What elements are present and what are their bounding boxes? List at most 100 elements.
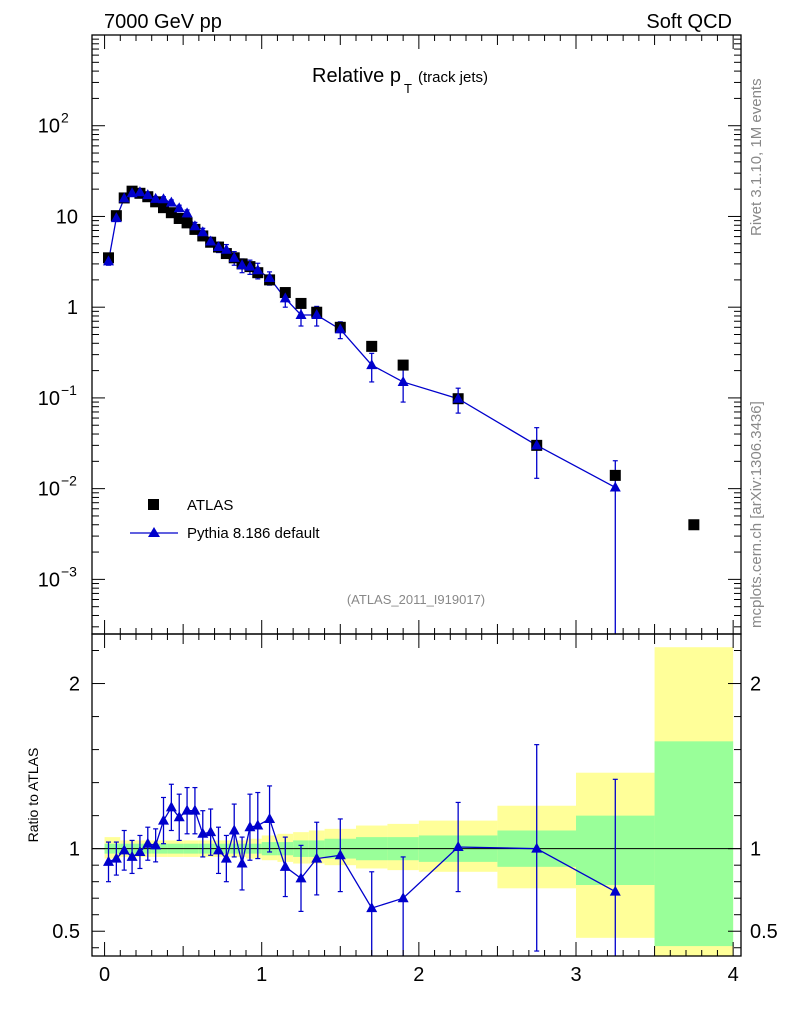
ratio-x-tick-label: 2 <box>413 964 424 986</box>
ratio-point <box>264 812 276 823</box>
ratio-point <box>158 814 169 825</box>
ratio-y-tick-label-right: 0.5 <box>750 921 778 943</box>
main-y-tick-label: 10 <box>56 206 78 228</box>
pythia-point <box>110 212 122 223</box>
ratio-point <box>334 849 346 860</box>
legend: ATLAS Pythia 8.186 default <box>130 497 320 542</box>
ratio-point <box>134 845 146 856</box>
ratio-band-green <box>654 741 734 947</box>
ratio-point <box>252 819 264 830</box>
pythia-point <box>366 359 378 370</box>
pythia-point <box>220 243 232 254</box>
main-y-tick-label: 10 <box>38 388 60 410</box>
atlas-point <box>181 217 193 229</box>
main-y-tick-label-exp: 2 <box>61 110 69 126</box>
ratio-point <box>181 804 193 815</box>
plot-title: Relative p T (track jets) <box>312 65 488 96</box>
main-y-tick-label: 10 <box>38 116 60 138</box>
ratio-point <box>150 839 162 850</box>
ratio-y-tick-label-left: 2 <box>69 674 80 696</box>
pythia-point <box>334 323 346 334</box>
pythia-point <box>531 439 543 450</box>
ratio-point <box>189 804 201 815</box>
pythia-point <box>150 192 162 203</box>
atlas-point <box>158 202 169 214</box>
ratio-y-tick-label-left: 1 <box>69 839 80 861</box>
atlas-point <box>366 340 378 352</box>
ratio-point <box>366 902 378 913</box>
ratio-point <box>295 872 307 883</box>
atlas-point <box>295 297 307 309</box>
main-y-tick-label-exp: −2 <box>61 473 77 489</box>
legend-label-atlas: ATLAS <box>187 497 233 514</box>
ratio-x-tick-label: 3 <box>570 964 581 986</box>
ratio-point <box>126 850 138 861</box>
main-y-tick-label: 10 <box>38 569 60 591</box>
pythia-point <box>189 220 201 231</box>
pythia-point <box>134 186 146 197</box>
main-y-tick-label: 1 <box>67 297 78 319</box>
pythia-point <box>142 189 154 200</box>
main-y-tick-label-exp: −3 <box>61 563 77 579</box>
ratio-point <box>244 821 256 832</box>
ratio-point <box>173 811 185 822</box>
pythia-point <box>397 375 409 386</box>
title-main: Relative p <box>312 65 401 87</box>
pythia-point <box>158 193 169 204</box>
analysis-label: (ATLAS_2011_I919017) <box>347 592 485 607</box>
ratio-point <box>165 801 177 812</box>
pythia-point <box>295 309 307 320</box>
ratio-point <box>531 842 543 853</box>
ratio-point <box>236 857 248 868</box>
ratio-point <box>220 852 232 863</box>
ratio-point <box>609 885 621 896</box>
pythia-point <box>126 187 138 198</box>
pythia-point <box>213 241 224 252</box>
pythia-point <box>264 271 276 282</box>
ratio-point <box>279 860 291 871</box>
legend-marker-atlas <box>148 499 159 510</box>
pythia-point <box>311 309 323 320</box>
pythia-point <box>452 392 464 403</box>
header-right: Soft QCD <box>646 11 732 33</box>
pythia-point <box>103 255 114 266</box>
pythia-point <box>244 260 256 271</box>
ratio-point <box>205 826 217 837</box>
pythia-point <box>252 264 264 275</box>
rivet-label: Rivet 3.1.10, 1M events <box>748 78 765 236</box>
ratio-point <box>452 841 464 852</box>
mcplots-label: mcplots.cern.ch [arXiv:1306.3436] <box>748 401 765 628</box>
ratio-y-tick-label-left: 0.5 <box>52 921 80 943</box>
ratio-point <box>311 852 323 863</box>
pythia-point <box>279 292 291 303</box>
ratio-y-tick-label-right: 2 <box>750 674 761 696</box>
ratio-frame <box>91 633 742 957</box>
pythia-point <box>118 192 130 203</box>
header-left: 7000 GeV pp <box>104 11 222 33</box>
main-y-tick-label: 10 <box>38 479 60 501</box>
legend-label-pythia: Pythia 8.186 default <box>187 525 320 542</box>
title-extra: (track jets) <box>418 69 488 86</box>
ratio-x-tick-label: 1 <box>256 964 267 986</box>
pythia-point <box>165 196 177 207</box>
atlas-point <box>165 207 177 219</box>
atlas-point <box>397 359 409 371</box>
ratio-y-tick-label-right: 1 <box>750 839 761 861</box>
ratio-ylabel: Ratio to ATLAS <box>25 748 41 843</box>
pythia-point <box>236 259 248 270</box>
pythia-point <box>181 207 193 218</box>
ratio-point <box>118 844 130 855</box>
ratio-x-tick-label: 0 <box>99 964 110 986</box>
pythia-point <box>609 481 621 492</box>
legend-marker-pythia <box>148 527 160 537</box>
ratio-point <box>110 852 122 863</box>
atlas-point <box>173 212 185 224</box>
ratio-point <box>197 827 209 838</box>
ratio-x-tick-label: 4 <box>728 964 739 986</box>
ratio-point <box>142 837 154 848</box>
pythia-point <box>173 202 185 213</box>
pythia-point <box>205 235 217 246</box>
ratio-point <box>397 892 409 903</box>
ratio-point <box>103 855 114 866</box>
